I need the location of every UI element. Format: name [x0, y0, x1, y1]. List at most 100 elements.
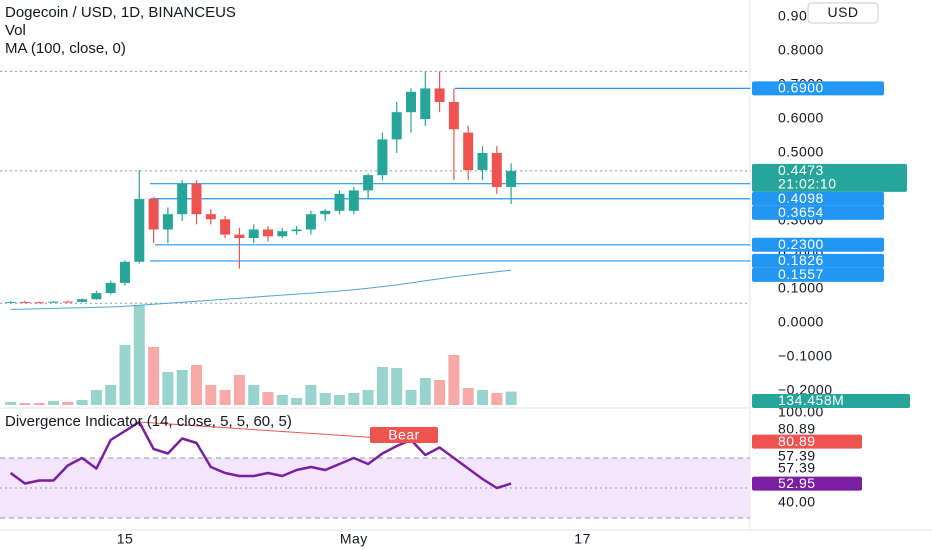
volume-bar — [462, 388, 474, 405]
price-badge-label: 0.6900 — [778, 80, 824, 96]
volume-bar — [48, 401, 59, 405]
chart-title: Dogecoin / USD, 1D, BINANCEUS — [5, 4, 236, 21]
volume-bar — [391, 368, 403, 405]
candle-body — [377, 139, 388, 176]
indicator-badge-label: 80.89 — [778, 433, 816, 449]
ma-label: MA (100, close, 0) — [5, 40, 126, 57]
indicator-badge — [752, 476, 862, 491]
y-tick-label: 0.8000 — [778, 42, 824, 58]
volume-bar — [119, 345, 131, 405]
indicator-level-label: 57.39 — [778, 460, 816, 476]
volume-bar — [76, 400, 88, 405]
volume-bar — [434, 380, 446, 405]
x-tick-label: 17 — [574, 531, 591, 547]
volume-bar — [205, 385, 217, 405]
divergence-label: Bear — [388, 427, 420, 443]
candle-body — [291, 229, 302, 232]
candle-body — [205, 214, 216, 220]
x-tick-label: May — [340, 531, 368, 547]
candle-body — [506, 170, 517, 187]
volume-bar — [162, 372, 174, 405]
divergence-line — [139, 421, 412, 441]
volume-bar — [505, 391, 517, 405]
price-badge-label: 0.4098 — [778, 190, 824, 206]
indicator-badge-label: 52.95 — [778, 475, 816, 491]
candle-body — [305, 214, 316, 230]
indicator-level-label: 57.39 — [778, 448, 816, 464]
divergence-badge — [370, 426, 438, 443]
candle-body — [191, 183, 202, 215]
candle-body — [363, 175, 374, 191]
indicator-level-label: 80.89 — [778, 420, 816, 436]
volume-bar — [105, 385, 117, 405]
candle-body — [334, 193, 345, 211]
candle-body — [248, 229, 259, 238]
candle-body — [391, 112, 402, 140]
volume-bar — [376, 367, 388, 405]
volume-bar — [5, 402, 17, 405]
currency-button[interactable]: USD — [807, 2, 879, 24]
currency-button-label: USD — [827, 4, 858, 20]
price-badge — [752, 191, 884, 206]
volume-bar — [133, 305, 145, 405]
volume-badge-label: 134.458M — [778, 392, 844, 408]
candle-body — [19, 301, 30, 303]
candle-body — [5, 301, 16, 303]
candle-body — [277, 231, 288, 237]
volume-bar — [305, 385, 317, 405]
volume-bar — [419, 378, 431, 405]
x-tick-label: 15 — [117, 531, 134, 547]
candle-body — [491, 153, 502, 187]
candle-body — [220, 219, 231, 235]
candle-body — [406, 91, 416, 113]
price-badge — [752, 81, 884, 96]
y-tick-label: 0.1000 — [778, 280, 824, 296]
volume-bar — [33, 403, 45, 405]
volume-bar — [334, 395, 345, 405]
candle-body — [62, 301, 73, 303]
price-badge — [752, 237, 884, 252]
candle-body — [162, 214, 173, 230]
price-badge-label: 0.2300 — [778, 236, 824, 252]
price-badge — [752, 205, 884, 220]
candle-body — [477, 153, 488, 170]
price-badge-label: 0.1826 — [778, 252, 824, 268]
volume-bar — [319, 393, 331, 405]
indicator-title: Divergence Indicator (14, close, 5, 5, 6… — [5, 413, 292, 430]
volume-bar — [248, 385, 260, 405]
candle-body — [134, 198, 145, 262]
price-badge — [752, 163, 907, 192]
indicator-badge — [752, 434, 862, 449]
y-tick-label: −0.2000 — [778, 382, 833, 398]
price-badge-label: 0.4473 — [778, 162, 824, 178]
price-badge — [752, 253, 884, 268]
candle-body — [48, 301, 59, 303]
ma-line — [10, 269, 512, 310]
candle-body — [463, 132, 474, 170]
candle-body — [148, 198, 159, 230]
candle-body — [420, 88, 431, 119]
volume-bar — [477, 390, 488, 405]
candle-body — [91, 293, 102, 300]
volume-bar — [291, 398, 303, 405]
volume-bar — [233, 375, 245, 405]
candle-body — [320, 210, 331, 215]
candle-body — [348, 190, 359, 211]
candle-body — [120, 261, 130, 283]
y-tick-label: 0.5000 — [778, 144, 824, 160]
volume-bar — [219, 390, 231, 405]
volume-badge — [752, 394, 910, 408]
volume-bar — [362, 390, 374, 405]
price-badge — [752, 267, 884, 282]
volume-bar — [62, 402, 74, 405]
candle-body — [34, 302, 45, 304]
volume-bar — [19, 403, 31, 405]
candle-body — [177, 183, 188, 215]
volume-bar — [448, 355, 460, 405]
countdown-label: 21:02:10 — [778, 176, 837, 192]
candle-body — [434, 88, 445, 102]
volume-bar — [191, 365, 202, 405]
candle-body — [234, 234, 245, 238]
candle-body — [263, 229, 273, 237]
